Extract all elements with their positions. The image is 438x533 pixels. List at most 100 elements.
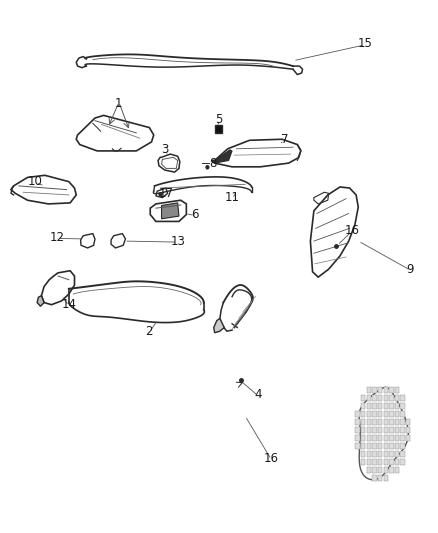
Bar [367,427,371,433]
Bar [378,427,382,433]
Bar [367,387,371,393]
Text: 6: 6 [191,208,199,221]
Text: 9: 9 [407,263,414,276]
Bar [372,403,377,409]
Bar [395,411,399,417]
Bar [367,443,371,449]
Bar [406,435,410,441]
Bar [400,451,405,457]
Bar [395,459,399,465]
Text: 17: 17 [159,187,173,200]
Bar [355,419,360,425]
Bar [395,419,399,425]
Bar [361,395,365,401]
Bar [367,459,371,465]
Bar [378,474,382,481]
Bar [384,419,388,425]
Polygon shape [37,296,44,306]
Text: 16: 16 [264,452,279,465]
Bar [361,459,365,465]
Bar [378,419,382,425]
Text: 16: 16 [344,224,359,237]
Bar [389,395,393,401]
Bar [384,451,388,457]
Bar [384,427,388,433]
Bar [361,435,365,441]
Bar [400,419,405,425]
Bar [389,419,393,425]
Bar [372,474,377,481]
Bar [367,411,371,417]
Bar [384,467,388,473]
Bar [389,467,393,473]
Text: 8: 8 [209,157,216,169]
Bar [384,395,388,401]
Bar [361,443,365,449]
Bar [400,403,405,409]
Bar [395,467,399,473]
Bar [389,443,393,449]
Bar [400,395,405,401]
Bar [355,427,360,433]
Text: 14: 14 [61,298,76,311]
Bar [361,419,365,425]
Bar [384,443,388,449]
Bar [367,467,371,473]
Polygon shape [215,150,232,163]
Bar [389,387,393,393]
Text: 1: 1 [115,96,123,110]
Bar [372,395,377,401]
Text: 13: 13 [170,235,185,247]
Bar [378,395,382,401]
Bar [355,435,360,441]
Text: 11: 11 [225,191,240,204]
Bar [378,443,382,449]
Bar [378,467,382,473]
Text: 4: 4 [254,389,262,401]
Bar [389,451,393,457]
Text: 5: 5 [215,112,223,126]
Bar [372,435,377,441]
Bar [361,411,365,417]
Bar [389,411,393,417]
Bar [395,443,399,449]
Text: 3: 3 [161,143,168,156]
Bar [215,125,223,133]
Bar [400,435,405,441]
Text: 15: 15 [357,37,372,50]
Bar [395,435,399,441]
Polygon shape [214,318,224,333]
Bar [395,403,399,409]
Bar [378,459,382,465]
Bar [367,435,371,441]
Bar [378,387,382,393]
Bar [372,387,377,393]
Bar [378,411,382,417]
Bar [400,443,405,449]
Bar [367,419,371,425]
Bar [389,427,393,433]
Text: 12: 12 [49,231,64,244]
Bar [400,427,405,433]
Text: 7: 7 [280,133,288,146]
Bar [384,411,388,417]
Bar [400,459,405,465]
Text: 2: 2 [145,325,153,338]
Bar [395,395,399,401]
Bar [406,427,410,433]
Bar [389,459,393,465]
Bar [372,411,377,417]
Bar [406,419,410,425]
Bar [384,435,388,441]
Text: ●: ● [158,191,162,196]
Bar [389,403,393,409]
Bar [384,474,388,481]
Bar [372,459,377,465]
Bar [378,403,382,409]
Bar [355,411,360,417]
Bar [372,467,377,473]
Bar [384,403,388,409]
Bar [361,451,365,457]
Bar [389,435,393,441]
Text: 10: 10 [28,175,43,188]
